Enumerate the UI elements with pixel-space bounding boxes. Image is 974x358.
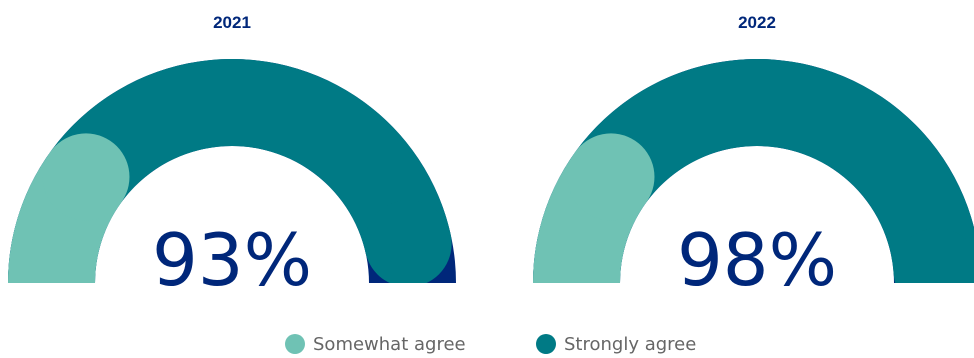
- gauge-somewhat-agree-cap: [567, 133, 655, 221]
- gauge-center-value: 93%: [152, 218, 312, 302]
- gauge-baseline-mask: [3, 283, 461, 358]
- gauge-center-value: 98%: [677, 218, 837, 302]
- gauge-2021: 2021 93%: [3, 13, 461, 358]
- gauge-title: 2021: [213, 13, 251, 32]
- legend-swatch: [536, 334, 556, 354]
- gauge-strongly-agree-cap: [364, 200, 452, 288]
- legend-label: Somewhat agree: [313, 334, 466, 355]
- gauge-2022: 2022 98%: [528, 13, 974, 358]
- gauge-strongly-agree-segment: [533, 59, 974, 283]
- legend-label: Strongly agree: [564, 334, 696, 355]
- gauge-strongly-agree-segment: [8, 59, 451, 283]
- legend-swatch: [285, 334, 305, 354]
- chart-legend: Somewhat agree Strongly agree: [285, 334, 696, 355]
- gauge-baseline-mask: [528, 283, 974, 358]
- gauge-somewhat-agree-cap: [42, 133, 130, 221]
- gauge-title: 2022: [738, 13, 776, 32]
